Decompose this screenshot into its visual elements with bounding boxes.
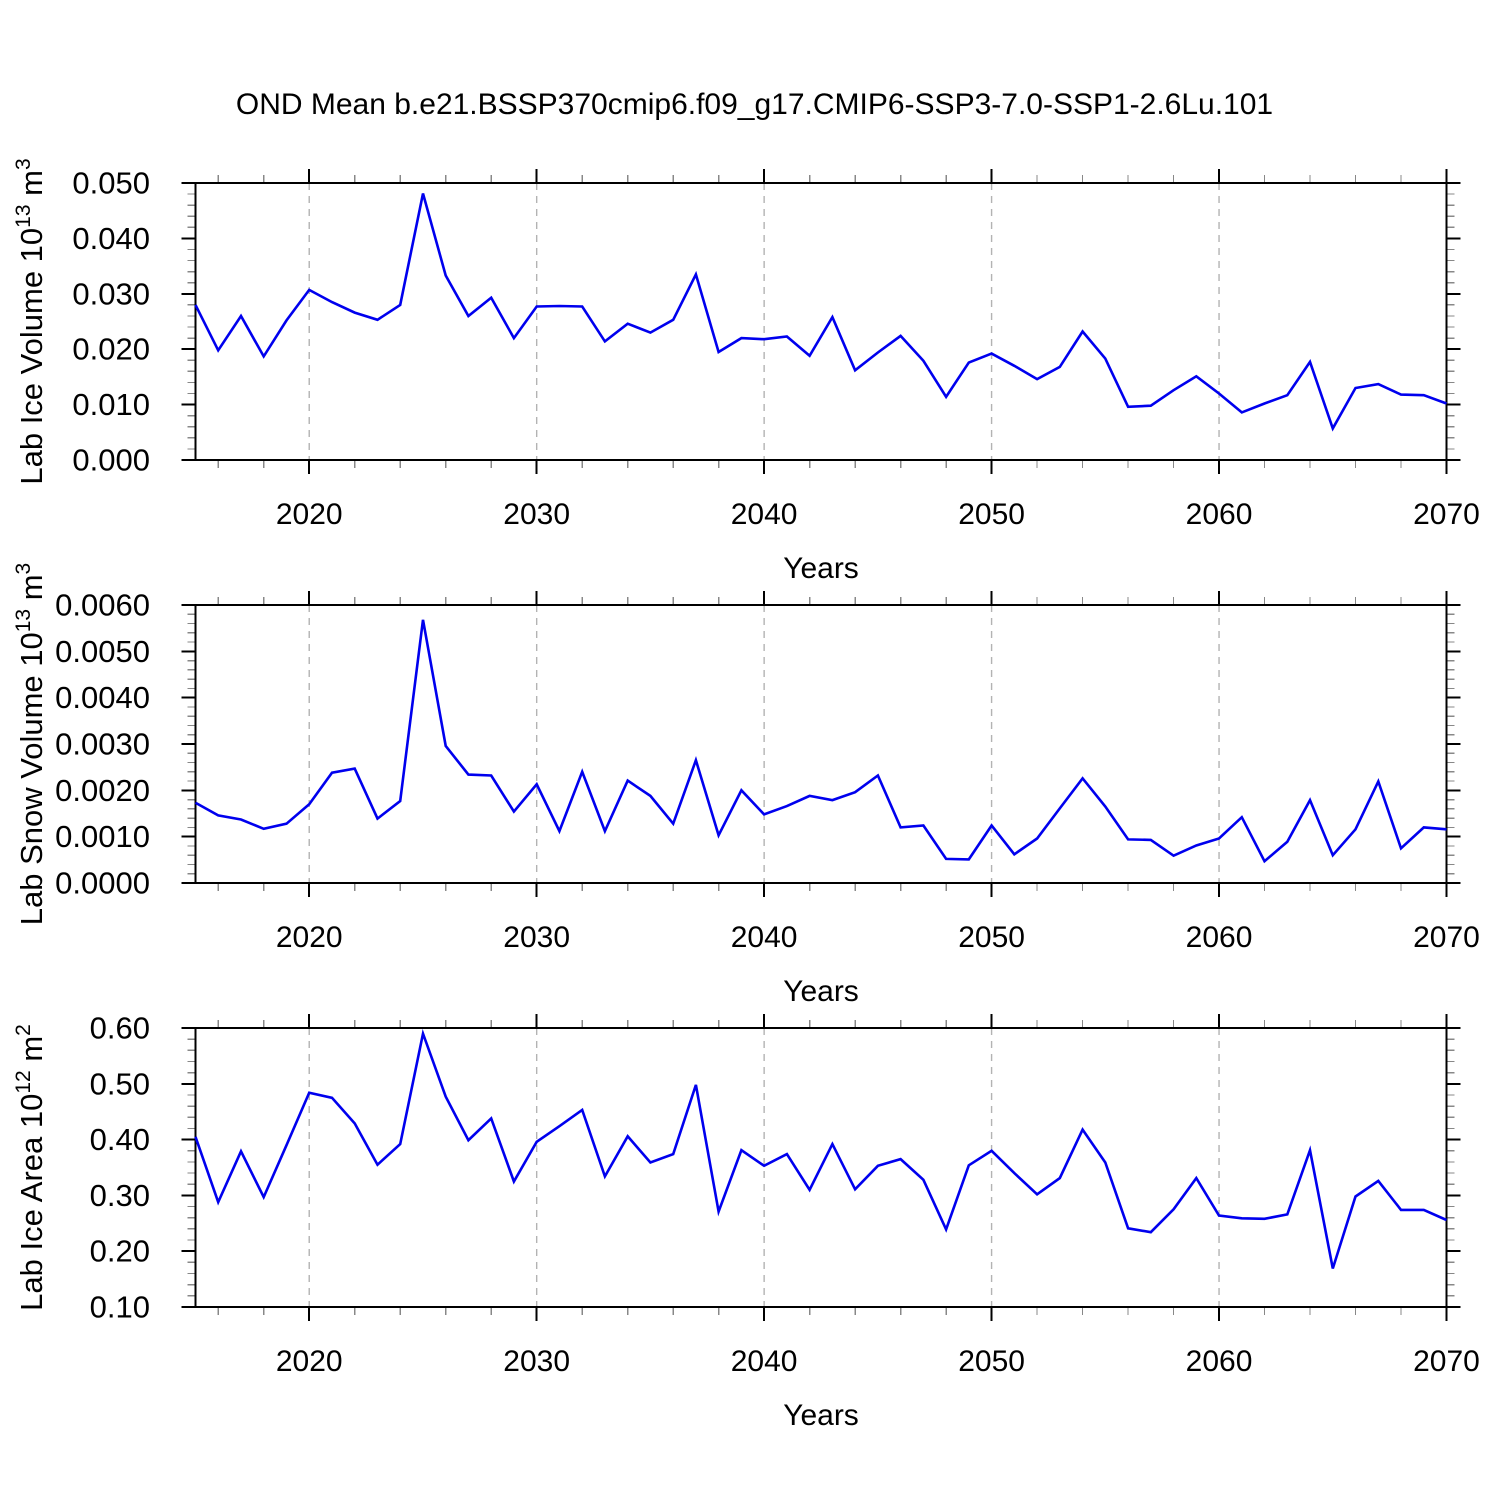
lab-snow-volume-line [194, 619, 1447, 864]
y-tick-label: 0.030 [72, 276, 150, 311]
y-axis-title: Lab Snow Volume 1013 m3 [12, 563, 49, 925]
x-tick-label: 2050 [958, 921, 1025, 954]
x-tick-label: 2020 [276, 498, 343, 531]
lab-ice-area-panel: 2020 2030 2040 2050 2060 2070 Years 0.10 0.20 0.3… [12, 1011, 1480, 1433]
x-tick-label: 2050 [958, 1345, 1025, 1378]
x-axis-title: Years [783, 975, 859, 1008]
minor-ticks [187, 1020, 1455, 1315]
y-tick-label: 0.0030 [55, 727, 150, 762]
y-tick-label: 0.20 [90, 1234, 150, 1269]
x-tick-label: 2070 [1413, 1345, 1480, 1378]
plot-frame [194, 604, 1448, 884]
x-axis-title: Years [783, 1399, 859, 1432]
major-ticks [181, 169, 1461, 474]
x-tick-label: 2050 [958, 498, 1025, 531]
lab-ice-volume-panel: 2020 2030 2040 2050 2060 2070Years0.0000.0100… [12, 158, 1480, 585]
gridlines [308, 183, 1220, 460]
y-tick-label: 0.0010 [55, 819, 150, 854]
y-axis-title: Lab Ice Area 1012 m2 [12, 1024, 49, 1311]
y-tick-label: 0.020 [72, 332, 150, 367]
y-axis-title: Lab Ice Volume 1013 m3 [12, 158, 49, 484]
y-tick-label: 0.60 [90, 1011, 150, 1046]
y-tick-labels: 0.10 0.20 0.30 0.40 0.50 0.60 [90, 1011, 150, 1325]
minor-ticks [187, 597, 1455, 891]
lab-ice-area-line [194, 1028, 1448, 1269]
y-tick-labels: 0.0000 0.0010 0.0020 0.0030 0.0040 0.0050 0.00… [55, 588, 150, 901]
x-tick-label: 2020 [276, 1345, 343, 1378]
x-tick-label: 2030 [503, 921, 570, 954]
x-tick-label: 2030 [503, 1345, 570, 1378]
x-tick-labels: 2020 2030 2040 2050 2060 2070 [276, 1345, 1480, 1378]
y-tick-label: 0.0060 [55, 588, 150, 623]
y-tick-label: 0.30 [90, 1178, 150, 1213]
gridlines [308, 1028, 1220, 1307]
x-tick-label: 2040 [731, 921, 798, 954]
x-tick-label: 2060 [1186, 498, 1253, 531]
y-tick-label: 0.10 [90, 1290, 150, 1325]
x-tick-label: 2040 [731, 498, 798, 531]
plot-frame [194, 182, 1448, 461]
x-axis-title: Years [783, 552, 859, 585]
x-tick-label: 2040 [731, 1345, 798, 1378]
page-title: OND Mean b.e21.BSSP370cmip6.f09_g17.CMIP… [235, 88, 1274, 121]
y-tick-label: 0.0050 [55, 634, 150, 669]
x-tick-label: 2060 [1186, 921, 1253, 954]
minor-ticks [187, 175, 1455, 468]
y-tick-label: 0.040 [72, 221, 150, 256]
y-tick-label: 0.000 [72, 443, 150, 478]
lab-snow-volume-panel: 2020 2030 2040 2050 2060 2070 Years 0.0000 0.001… [12, 563, 1480, 1008]
x-tick-label: 2070 [1413, 921, 1480, 954]
y-tick-label: 0.010 [72, 387, 150, 422]
y-tick-label: 0.050 [72, 166, 150, 201]
major-ticks [181, 1014, 1461, 1321]
y-tick-label: 0.0000 [55, 866, 150, 901]
y-tick-label: 0.50 [90, 1066, 150, 1101]
x-tick-label: 2030 [503, 498, 570, 531]
x-tick-label: 2070 [1413, 498, 1480, 531]
lab-ice-volume-line [194, 193, 1447, 432]
x-tick-label: 2060 [1186, 1345, 1253, 1378]
plot-frame [194, 1027, 1448, 1308]
x-tick-label: 2020 [276, 921, 343, 954]
y-tick-label: 0.40 [90, 1122, 150, 1157]
major-ticks [181, 591, 1461, 897]
x-tick-labels: 2020 2030 2040 2050 2060 2070 [276, 921, 1480, 954]
y-tick-label: 0.0020 [55, 773, 150, 808]
y-tick-label: 0.0040 [55, 680, 150, 715]
x-tick-labels: 2020 2030 2040 2050 2060 2070 [276, 498, 1480, 531]
y-tick-labels: 0.000 0.010 0.020 0.030 0.040 0.050 [72, 166, 150, 478]
